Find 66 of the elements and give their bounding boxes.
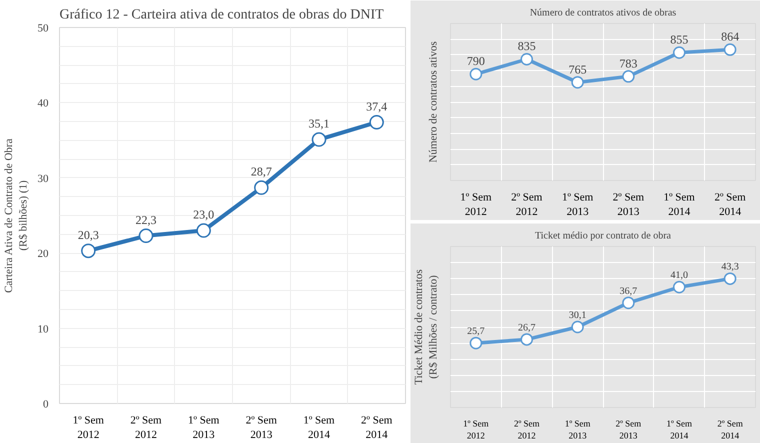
point bbox=[622, 70, 635, 83]
y-tick-label: 10 bbox=[38, 323, 49, 336]
point bbox=[470, 336, 482, 350]
x-tick-label: 2º Sem 2014 bbox=[717, 418, 743, 440]
y-tick-label: 30 bbox=[38, 172, 49, 185]
data-label: 20,3 bbox=[78, 228, 99, 242]
data-label: 765 bbox=[568, 62, 587, 76]
data-label: 28,7 bbox=[250, 164, 272, 179]
data-label: 855 bbox=[670, 32, 688, 47]
data-label: 864 bbox=[721, 30, 740, 44]
data-label: 43,3 bbox=[721, 262, 739, 273]
point bbox=[724, 43, 736, 56]
x-tick-label: 1º Sem 2012 bbox=[460, 192, 492, 218]
y-axis-title: Ticket Médio de contratos (R$ Milhões / contrato) bbox=[413, 269, 440, 385]
data-label: 790 bbox=[466, 54, 485, 68]
point bbox=[369, 115, 384, 130]
data-label: 23,0 bbox=[193, 208, 214, 222]
x-tick-label: 1º Sem 2014 bbox=[303, 414, 336, 441]
point bbox=[571, 320, 584, 334]
x-tick-label: 1º Sem 2012 bbox=[463, 418, 489, 440]
x-tick-label: 2º Sem 2012 bbox=[514, 418, 540, 440]
point bbox=[312, 132, 326, 147]
y-tick-label: 20 bbox=[38, 248, 49, 260]
x-tick-label: 2º Sem 2013 bbox=[246, 414, 278, 441]
y-axis-title: Carteira Ativa de Contrato de Obra (R$ bilhões) (1) bbox=[3, 138, 30, 293]
y-tick-label: 0 bbox=[43, 398, 49, 410]
x-tick-label: 2º Sem 2013 bbox=[612, 192, 644, 218]
point bbox=[81, 244, 96, 258]
data-label: 30,1 bbox=[568, 310, 586, 321]
point bbox=[254, 180, 269, 195]
x-tick-label: 2º Sem 2014 bbox=[714, 192, 746, 218]
data-label: 36,7 bbox=[620, 286, 638, 297]
x-tick-label: 1º Sem 2013 bbox=[564, 418, 590, 440]
x-tick-label: 1º Sem 2012 bbox=[72, 414, 104, 441]
point bbox=[520, 333, 533, 346]
x-tick-label: 2º Sem 2012 bbox=[511, 192, 543, 218]
y-tick-label: 40 bbox=[38, 98, 49, 110]
x-tick-label: 1º Sem 2013 bbox=[188, 414, 220, 441]
point bbox=[520, 53, 533, 66]
data-label: 835 bbox=[518, 39, 536, 54]
point bbox=[571, 76, 584, 89]
x-tick-label: 2º Sem 2014 bbox=[361, 414, 393, 441]
x-tick-label: 1º Sem 2014 bbox=[664, 192, 696, 218]
point bbox=[622, 296, 635, 310]
point bbox=[673, 280, 686, 294]
point bbox=[138, 228, 154, 244]
point bbox=[470, 68, 482, 80]
chart-title: Gráfico 12 - Carteira ativa de contratos de obras do DNIT bbox=[60, 8, 384, 22]
data-label: 41,0 bbox=[670, 270, 688, 282]
data-label: 783 bbox=[619, 56, 638, 70]
data-label: 25,7 bbox=[467, 326, 485, 338]
x-tick-label: 2º Sem 2013 bbox=[616, 418, 642, 440]
x-tick-label: 1º Sem 2013 bbox=[562, 192, 594, 218]
data-label: 35,1 bbox=[308, 116, 330, 131]
y-tick-label: 50 bbox=[38, 22, 49, 34]
x-tick-label: 2º Sem 2012 bbox=[130, 414, 162, 441]
x-tick-label: 1º Sem 2014 bbox=[666, 418, 692, 440]
y-axis-title: Número de contratos ativos bbox=[428, 41, 440, 163]
data-label: 22,3 bbox=[136, 212, 156, 227]
point bbox=[196, 223, 211, 238]
point bbox=[724, 272, 736, 285]
data-label: 26,7 bbox=[518, 322, 536, 334]
chart-title: Ticket médio por contrato de obra bbox=[535, 230, 672, 242]
chart-title: Número de contratos ativos de obras bbox=[530, 8, 676, 18]
data-label: 37,4 bbox=[366, 99, 388, 114]
point bbox=[673, 46, 686, 59]
